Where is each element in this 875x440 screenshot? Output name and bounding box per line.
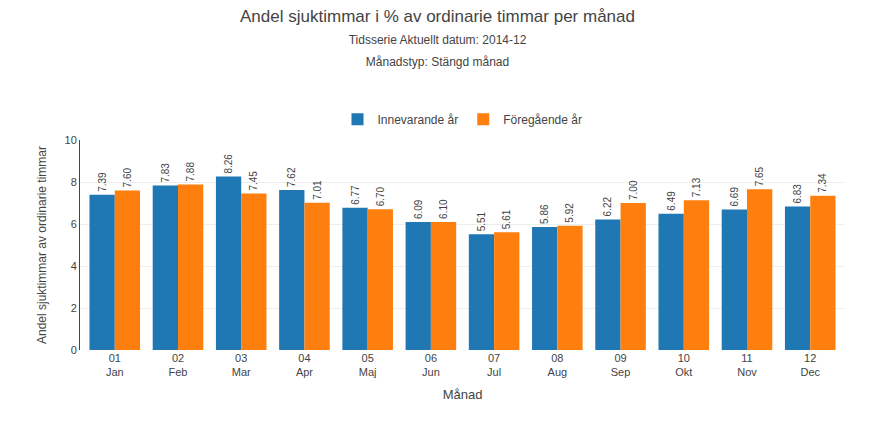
svg-text:Andel sjuktimmar av ordinarie: Andel sjuktimmar av ordinarie timmar — [35, 146, 49, 344]
svg-text:7.01: 7.01 — [312, 180, 323, 200]
svg-text:6.10: 6.10 — [438, 199, 449, 219]
svg-text:5.51: 5.51 — [476, 211, 487, 231]
svg-text:06Jun: 06Jun — [422, 352, 440, 378]
svg-text:11Nov: 11Nov — [737, 352, 757, 378]
svg-text:Föregående år: Föregående år — [503, 113, 582, 127]
svg-text:10Okt: 10Okt — [675, 352, 692, 378]
svg-text:2: 2 — [71, 302, 77, 314]
svg-text:6.22: 6.22 — [602, 196, 613, 216]
svg-text:5.86: 5.86 — [539, 204, 550, 224]
svg-text:7.83: 7.83 — [160, 163, 171, 183]
svg-text:8: 8 — [71, 176, 77, 188]
svg-text:7.88: 7.88 — [185, 162, 196, 182]
svg-text:Andel sjuktimmar i % av ordina: Andel sjuktimmar i % av ordinarie timmar… — [240, 7, 635, 69]
svg-text:07Jul: 07Jul — [487, 352, 501, 378]
svg-text:6: 6 — [71, 218, 77, 230]
svg-text:Månad: Månad — [443, 387, 483, 402]
svg-text:5.92: 5.92 — [564, 203, 575, 223]
svg-text:05Maj: 05Maj — [359, 352, 377, 378]
svg-text:7.45: 7.45 — [248, 171, 259, 191]
svg-text:8.26: 8.26 — [223, 154, 234, 174]
svg-text:6.49: 6.49 — [666, 191, 677, 211]
svg-text:04Apr: 04Apr — [296, 352, 313, 378]
svg-text:6.83: 6.83 — [792, 184, 803, 204]
svg-text:7.39: 7.39 — [97, 172, 108, 192]
svg-text:7.65: 7.65 — [754, 166, 765, 186]
svg-text:6.77: 6.77 — [350, 185, 361, 205]
svg-text:7.00: 7.00 — [628, 180, 639, 200]
svg-text:7.62: 7.62 — [286, 167, 297, 187]
svg-text:7.13: 7.13 — [691, 177, 702, 197]
svg-text:0: 0 — [71, 344, 77, 356]
svg-text:5.61: 5.61 — [501, 209, 512, 229]
svg-text:10: 10 — [65, 134, 77, 146]
svg-text:08Aug: 08Aug — [548, 352, 568, 378]
svg-text:6.09: 6.09 — [413, 199, 424, 219]
svg-text:7.34: 7.34 — [817, 173, 828, 193]
svg-text:6.70: 6.70 — [375, 186, 386, 206]
svg-text:03Mar: 03Mar — [232, 352, 251, 378]
svg-text:7.60: 7.60 — [122, 167, 133, 187]
svg-text:12Dec: 12Dec — [800, 352, 820, 378]
svg-text:4: 4 — [71, 260, 77, 272]
svg-text:Innevarande år: Innevarande år — [378, 113, 459, 127]
svg-text:09Sep: 09Sep — [611, 352, 631, 378]
svg-text:01Jan: 01Jan — [106, 352, 124, 378]
svg-text:6.69: 6.69 — [729, 187, 740, 207]
svg-text:02Feb: 02Feb — [169, 352, 188, 378]
